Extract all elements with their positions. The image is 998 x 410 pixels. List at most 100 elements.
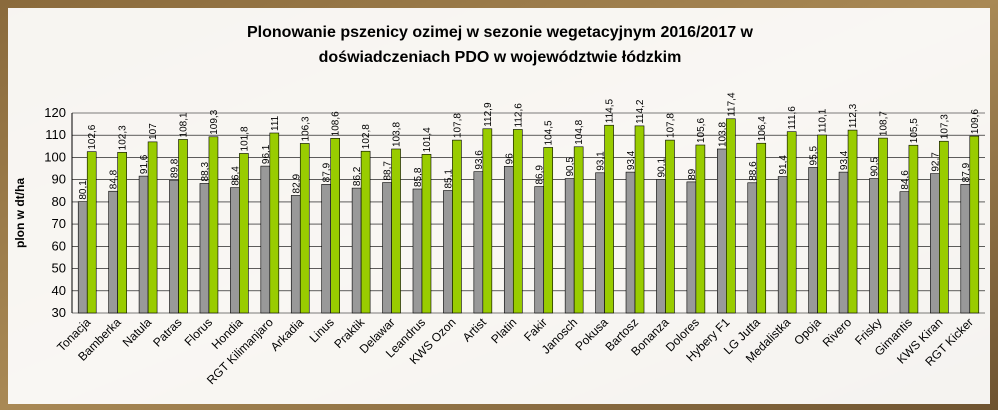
value-label: 114,2 [635, 99, 646, 124]
bar [148, 142, 157, 313]
bar [726, 119, 735, 313]
bar [930, 174, 939, 313]
bar [170, 180, 179, 313]
bar [322, 184, 331, 313]
bar [352, 188, 361, 313]
bar [687, 182, 696, 313]
bar [139, 176, 148, 313]
bar [787, 132, 796, 313]
value-label: 101,4 [422, 127, 433, 152]
bar [422, 154, 431, 313]
bar [809, 167, 818, 313]
bar [109, 191, 118, 313]
chart-title: doświadczeniach PDO w województwie łódzk… [319, 49, 682, 66]
bar [605, 125, 614, 313]
value-label: 109,6 [970, 109, 981, 134]
chart: Plonowanie pszenicy ozimej w sezonie weg… [0, 0, 998, 410]
value-label: 105,6 [696, 118, 707, 143]
value-label: 110,1 [818, 108, 829, 133]
y-tick-label: 80 [52, 194, 66, 209]
bar [909, 145, 918, 313]
bar [748, 183, 757, 313]
bar [261, 166, 270, 313]
bar [818, 135, 827, 313]
bar [230, 188, 239, 313]
y-tick-label: 110 [45, 127, 66, 142]
bar [383, 183, 392, 313]
bar [961, 184, 970, 313]
y-tick-label: 70 [52, 216, 66, 231]
chart-title: Plonowanie pszenicy ozimej w sezonie weg… [247, 24, 754, 41]
bar [665, 140, 674, 313]
bar [574, 147, 583, 313]
bar [483, 129, 492, 313]
value-label: 107,8 [665, 113, 676, 138]
bar [900, 192, 909, 313]
bar [78, 202, 87, 313]
bar [209, 137, 218, 313]
value-label: 112,3 [848, 103, 859, 128]
value-label: 111,6 [787, 106, 798, 130]
bar [596, 173, 605, 313]
bar [970, 136, 979, 313]
bar [300, 143, 309, 313]
bar [504, 166, 513, 313]
value-label: 107 [148, 123, 159, 140]
value-label: 106,4 [757, 116, 768, 141]
value-label: 101,8 [239, 126, 250, 151]
bar [513, 129, 522, 313]
bar [87, 152, 96, 313]
y-tick-label: 50 [52, 261, 66, 276]
bar [291, 195, 300, 313]
bar [443, 191, 452, 313]
value-label: 103,8 [392, 122, 403, 147]
bar [413, 189, 422, 313]
bar [696, 145, 705, 313]
value-label: 105,5 [909, 118, 920, 143]
value-label: 112,6 [513, 103, 524, 128]
bar [200, 183, 209, 313]
bar [118, 152, 127, 313]
bar [878, 138, 887, 313]
bar [565, 179, 574, 313]
bar [544, 147, 553, 313]
bar [361, 151, 370, 313]
bar [270, 133, 279, 313]
bar [331, 138, 340, 313]
bar [635, 126, 644, 313]
value-label: 114,5 [605, 99, 616, 124]
value-label: 106,3 [300, 116, 311, 141]
bar [474, 172, 483, 313]
bar [717, 149, 726, 313]
bar [626, 172, 635, 313]
bar [392, 149, 401, 313]
bar [239, 153, 248, 313]
value-label: 107,8 [452, 113, 463, 138]
bar [452, 140, 461, 313]
bar [656, 179, 665, 313]
value-label: 109,3 [209, 109, 220, 134]
value-label: 102,8 [361, 124, 372, 149]
value-label: 107,3 [939, 114, 950, 139]
y-tick-label: 30 [52, 305, 66, 320]
bar [848, 130, 857, 313]
bar [869, 179, 878, 313]
value-label: 102,3 [118, 125, 129, 150]
bar [939, 141, 948, 313]
bar [179, 139, 188, 313]
bar [535, 187, 544, 313]
value-label: 117,4 [726, 92, 737, 117]
value-label: 108,6 [331, 111, 342, 136]
bar [757, 143, 766, 313]
y-tick-label: 120 [44, 105, 66, 120]
value-label: 108,7 [878, 111, 889, 136]
bar [778, 177, 787, 313]
y-axis-title: plon w dt/ha [13, 178, 27, 248]
value-label: 108,1 [179, 112, 190, 137]
y-tick-label: 100 [44, 149, 66, 164]
bar [839, 172, 848, 313]
y-tick-label: 60 [52, 238, 66, 253]
y-tick-label: 40 [52, 283, 66, 298]
value-label: 111 [270, 115, 281, 131]
value-label: 104,5 [544, 120, 555, 145]
